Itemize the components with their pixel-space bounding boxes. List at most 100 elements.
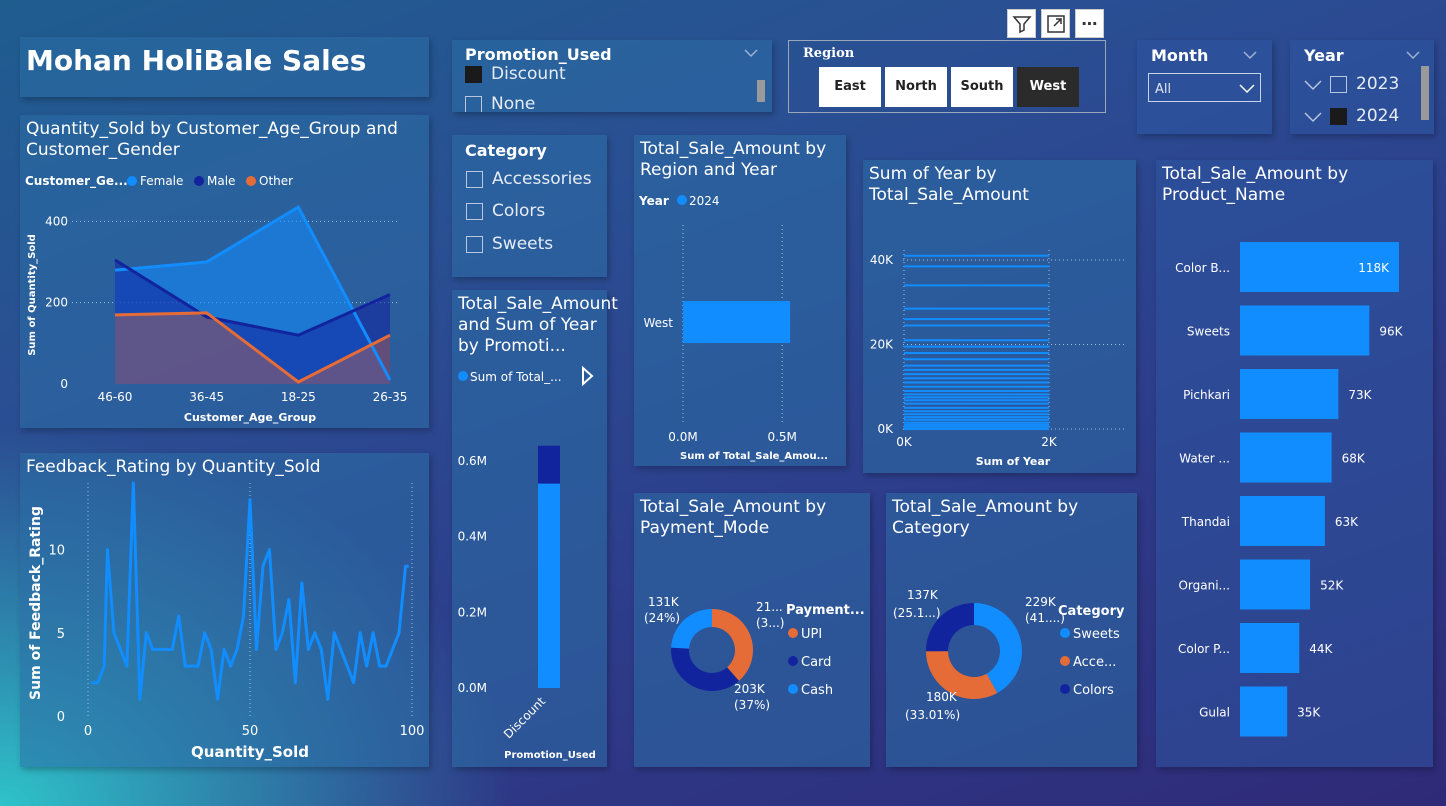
bar (1240, 432, 1332, 483)
chevron-down-icon[interactable] (744, 48, 758, 58)
year-by-sale-chart[interactable]: Sum of Year by Total_Sale_Amount 0K 20K 40… (863, 160, 1136, 473)
year-option-2023[interactable]: 2023 (1304, 74, 1399, 94)
bar (1240, 623, 1300, 673)
series-line-female (114, 205, 392, 381)
region-button-north[interactable]: North (885, 67, 947, 107)
y-tick-label: West (643, 316, 673, 330)
region-slicer[interactable]: Region East North South West (788, 40, 1106, 113)
x-tick-label: 50 (242, 724, 259, 739)
bar (1240, 369, 1339, 419)
month-slicer[interactable]: Month All (1137, 40, 1272, 134)
y-tick-label: 20K (870, 338, 894, 352)
checkbox[interactable] (1330, 76, 1347, 93)
data-label: 44K (1309, 642, 1333, 656)
category-slicer[interactable]: Category Accessories Colors Sweets (452, 135, 607, 277)
data-label: (3...) (756, 616, 784, 630)
title-card: Mohan HoliBale Sales (20, 37, 429, 97)
feedback-by-quantity-chart[interactable]: Feedback_Rating by Quantity_Sold 0 5 10 0 50… (20, 453, 429, 767)
data-label: 131K (648, 595, 680, 609)
sale-by-category-chart[interactable]: Total_Sale_Amount by Category 229K (41...… (886, 493, 1137, 767)
y-tick-label: Color P... (1178, 642, 1230, 656)
data-label: 180K (926, 690, 958, 704)
legend-label: Sum of Total_... (470, 370, 562, 384)
area-fill-male (115, 259, 390, 384)
chevron-down-icon[interactable] (1406, 50, 1420, 60)
promotion-slicer-title: Promotion_Used (465, 45, 612, 64)
sale-by-promotion-chart[interactable]: Total_Sale_Amount and Sum of Year by Pro… (452, 290, 618, 767)
sale-by-region-year-chart[interactable]: Total_Sale_Amount by Region and Year Yea… (634, 135, 846, 466)
chart-title: Quantity_Sold by Customer_Age_Group and … (26, 119, 398, 160)
legend-label: Male (207, 174, 235, 188)
x-tick-label: 26-35 (373, 390, 408, 404)
y-tick-label: 0.6M (458, 454, 487, 468)
legend-title: Customer_Ge... (25, 174, 128, 189)
chevron-down-icon (1239, 84, 1255, 94)
legend-marker (788, 684, 798, 694)
promotion-option-discount[interactable]: Discount (465, 64, 566, 84)
checkbox-checked[interactable] (465, 66, 482, 83)
focus-mode-icon[interactable] (1041, 9, 1070, 38)
legend-marker (1060, 656, 1070, 666)
expand-chevron-icon[interactable] (1304, 79, 1322, 91)
legend-title: Year (638, 194, 669, 208)
donut-chart-svg: 229K (41....) 180K (33.01%) 137K (25.1...) Cat… (893, 588, 1125, 722)
y-tick-label: Color B... (1175, 261, 1230, 275)
y-axis-label: Sum of Feedback_Rating (28, 506, 44, 700)
legend-label: Female (140, 174, 183, 188)
x-tick-label: 46-60 (98, 390, 133, 404)
quantity-by-age-gender-chart[interactable]: Quantity_Sold by Customer_Age_Group and … (20, 115, 429, 428)
sale-by-product-chart[interactable]: Total_Sale_Amount by Product_Name Color … (1156, 160, 1433, 767)
scrollbar[interactable] (757, 80, 765, 102)
region-button-west[interactable]: West (1017, 67, 1079, 107)
scrollbar[interactable] (1421, 66, 1429, 120)
donut-slice-colors (926, 603, 974, 652)
checkbox[interactable] (465, 96, 482, 112)
chevron-down-icon[interactable] (1243, 50, 1257, 60)
legend-marker (1060, 628, 1070, 638)
checkbox[interactable] (466, 236, 483, 253)
donut-slice-acce (926, 651, 998, 699)
region-button-east[interactable]: East (819, 67, 881, 107)
x-tick-label: 36-45 (189, 390, 224, 404)
month-dropdown[interactable]: All (1148, 73, 1261, 102)
checkbox-checked[interactable] (1330, 108, 1347, 125)
year-option-2024[interactable]: 2024 (1304, 106, 1399, 126)
checkbox[interactable] (466, 171, 483, 188)
donut-slice-upi (712, 609, 753, 681)
y-tick-label: 0 (60, 377, 68, 391)
bar-chart-svg: Color B... 118K Sweets 96K Pichkari 73K Water … (1175, 242, 1404, 737)
data-label: 203K (734, 682, 766, 696)
month-slicer-title: Month (1151, 46, 1209, 65)
legend-label: Cash (801, 683, 833, 698)
data-label: 96K (1379, 325, 1403, 339)
data-label: 68K (1342, 452, 1366, 466)
category-option-accessories[interactable]: Accessories (466, 169, 592, 189)
expand-chevron-icon[interactable] (1304, 111, 1322, 123)
x-tick-label: 0.5M (767, 430, 796, 444)
y-tick-label: 0.2M (458, 605, 487, 619)
series-line-male (114, 258, 391, 337)
data-label: 63K (1335, 515, 1359, 529)
year-slicer[interactable]: Year 2023 2024 (1290, 40, 1434, 134)
y-tick-label: Organi... (1178, 579, 1230, 593)
promotion-option-none[interactable]: None (465, 94, 535, 112)
data-label: (24%) (644, 611, 680, 625)
more-options-icon[interactable]: ⋯ (1075, 9, 1104, 38)
region-slicer-title: Region (803, 46, 855, 61)
y-tick-label: 0 (57, 710, 65, 725)
data-label: 118K (1358, 261, 1390, 275)
donut-slice-sweets (974, 603, 1022, 693)
region-button-south[interactable]: South (951, 67, 1013, 107)
y-tick-label: 400 (45, 214, 68, 228)
category-option-colors[interactable]: Colors (466, 201, 545, 221)
promotion-slicer[interactable]: Promotion_Used Discount None (452, 40, 772, 112)
checkbox[interactable] (466, 203, 483, 220)
x-axis-label: Sum of Year (976, 455, 1051, 468)
sale-by-payment-chart[interactable]: Total_Sale_Amount by Payment_Mode 21... (… (634, 493, 870, 767)
legend-label: Other (259, 174, 293, 188)
legend-label: Acce... (1073, 655, 1116, 670)
filter-icon[interactable] (1007, 9, 1036, 38)
category-option-sweets[interactable]: Sweets (466, 234, 553, 254)
x-axis-label: Promotion_Used (504, 750, 596, 761)
